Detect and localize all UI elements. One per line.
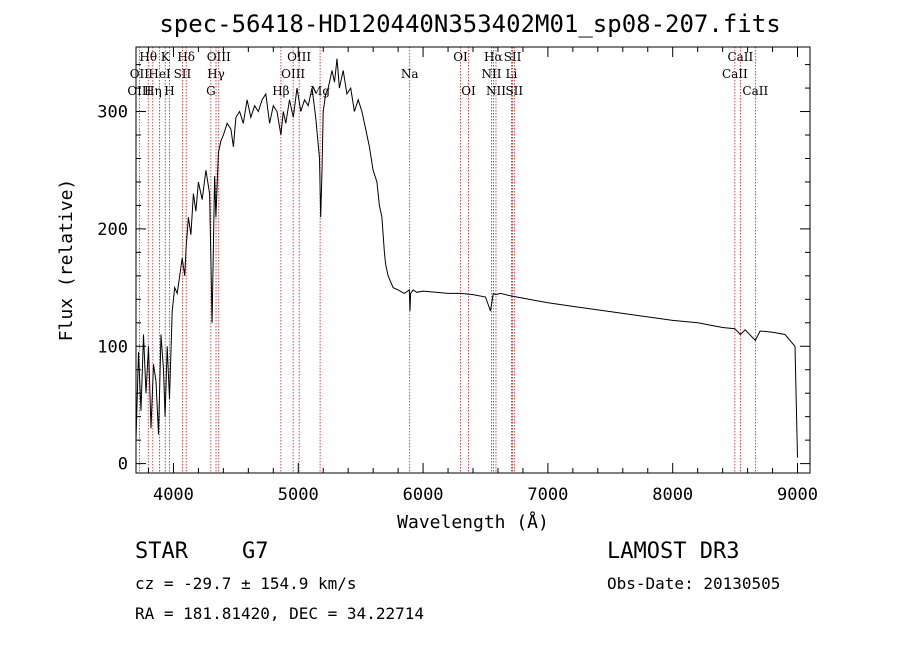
x-tick-label: 8000 <box>652 485 693 505</box>
x-tick-label: 5000 <box>278 485 319 505</box>
line-label: H <box>164 84 174 98</box>
line-label: Hγ <box>207 67 225 81</box>
line-label: SII <box>504 50 522 64</box>
chart-title: spec-56418-HD120440N353402M01_sp08-207.f… <box>159 10 780 38</box>
line-label: CaII <box>742 84 768 98</box>
x-tick-label: 9000 <box>777 485 818 505</box>
line-label: Na <box>401 67 419 81</box>
line-label: OI <box>461 84 476 98</box>
y-tick-label: 200 <box>97 220 128 240</box>
plot-frame <box>135 46 811 474</box>
line-label: OIII <box>281 67 305 81</box>
x-tick-label: 6000 <box>403 485 444 505</box>
y-axis: 0 100 200 300 <box>97 64 810 475</box>
spectrum-line <box>135 58 798 458</box>
line-label: Hη <box>144 84 162 98</box>
line-label: Hβ <box>272 84 289 98</box>
line-label: CaII <box>722 67 748 81</box>
y-tick-label: 0 <box>118 455 128 475</box>
coordinates: RA = 181.81420, DEC = 34.22714 <box>135 604 424 623</box>
x-tick-label: 7000 <box>527 485 568 505</box>
line-label: OIII <box>287 50 311 64</box>
survey-name: LAMOST DR3 <box>607 539 739 564</box>
line-label: CaII <box>727 50 753 64</box>
line-label: Hθ <box>139 50 157 64</box>
line-label: SII <box>174 67 192 81</box>
y-tick-label: 100 <box>97 337 128 357</box>
object-subclass: G7 <box>242 539 269 564</box>
x-axis-label: Wavelength (Å) <box>397 511 549 533</box>
line-label: SII <box>505 84 523 98</box>
x-tick-label: 4000 <box>153 485 194 505</box>
line-label: Hα <box>484 50 503 64</box>
redshift-velocity: cz = -29.7 ± 154.9 km/s <box>135 574 357 593</box>
line-label: NII <box>481 67 501 81</box>
y-axis-label: Flux (relative) <box>56 179 77 342</box>
emission-line-markers <box>138 47 756 473</box>
observation-date: Obs-Date: 20130505 <box>607 574 780 593</box>
line-label: OII <box>130 67 150 81</box>
line-label: K <box>161 50 171 64</box>
line-label: HeI <box>148 67 171 81</box>
x-axis: 4000 5000 6000 7000 8000 9000 <box>147 47 818 505</box>
line-label: NII <box>486 84 506 98</box>
line-label: G <box>206 84 216 98</box>
line-label: Hδ <box>177 50 195 64</box>
line-label: Li <box>506 67 518 81</box>
line-label: OIII <box>207 50 231 64</box>
y-tick-label: 300 <box>97 103 128 123</box>
line-label: OIII <box>127 84 151 98</box>
line-label: OI <box>453 50 468 64</box>
object-class: STAR <box>135 539 189 564</box>
